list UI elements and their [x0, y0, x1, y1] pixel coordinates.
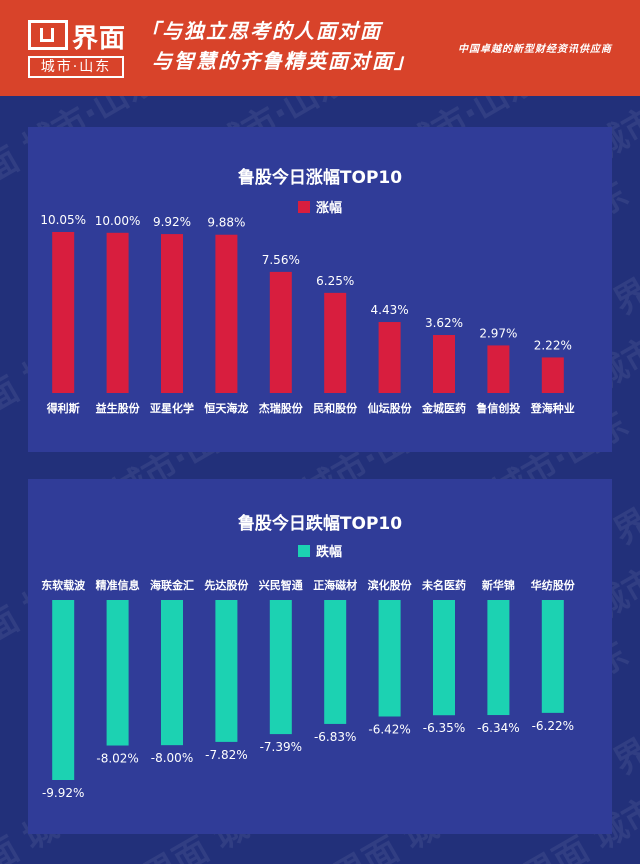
loss-category-label: 东软载波 [41, 578, 86, 592]
gain-category-label: 得利斯 [46, 401, 80, 415]
loss-category-label: 海联金汇 [150, 578, 194, 592]
loss-value-label: -6.35% [423, 721, 465, 735]
logo-text: 界面 [72, 24, 127, 54]
gain-bar [161, 234, 183, 393]
slogan-line-1: 「与独立思考的人面对面 [140, 19, 382, 43]
loss-value-label: -6.83% [314, 730, 356, 744]
gain-value-label: 9.92% [153, 215, 191, 229]
loss-value-label: -9.92% [42, 786, 84, 800]
losers-legend: 跌幅 [28, 541, 612, 560]
gainers-chart-title: 鲁股今日涨幅TOP10 [237, 168, 403, 188]
gain-category-label: 益生股份 [96, 401, 141, 415]
loss-value-label: -7.82% [205, 748, 247, 762]
gain-bar [378, 322, 401, 393]
gain-bar [106, 232, 129, 393]
loss-value-label: -6.22% [532, 719, 574, 733]
gain-category-label: 金城医药 [421, 401, 466, 415]
losers-chart-panel: 鲁股今日跌幅TOP10 跌幅 -9.92% 东软载波 -8.02% 精准信息 -8.00… [28, 479, 612, 834]
jiemian-logo: 界面 城市·山东 [28, 20, 128, 78]
gain-value-label: 6.25% [316, 274, 354, 288]
header-banner: 界面 城市·山东 「与独立思考的人面对面 与智慧的齐鲁精英面对面」 中国卓越的新… [0, 0, 640, 96]
loss-category-label: 精准信息 [96, 578, 140, 592]
gain-category-label: 登海种业 [530, 401, 575, 415]
gain-value-label: 2.97% [479, 326, 517, 340]
losers-bar-chart: -9.92% 东软载波 -8.02% 精准信息 -8.00% 海联金汇 -7.82% 先达股份… [41, 578, 576, 800]
gain-category-label: 亚星化学 [150, 401, 194, 415]
loss-category-label: 兴民智通 [259, 578, 303, 592]
loss-value-label: -6.42% [368, 722, 410, 736]
gain-category-label: 恒天海龙 [204, 401, 248, 415]
gain-category-label: 仙坛股份 [368, 401, 413, 415]
gainers-legend-label: 涨幅 [315, 201, 342, 216]
gain-bar [269, 271, 292, 393]
loss-bar [433, 600, 455, 716]
losers-chart-title: 鲁股今日跌幅TOP10 [237, 514, 403, 534]
gain-category-label: 鲁信创投 [476, 401, 520, 415]
loss-category-label: 新华锦 [482, 578, 515, 592]
loss-category-label: 未名医药 [421, 578, 466, 592]
loss-bar [487, 600, 510, 716]
gain-value-label: 3.62% [425, 316, 463, 330]
gain-value-label: 10.05% [40, 213, 86, 227]
loss-value-label: -8.02% [96, 752, 138, 766]
slogan-line-2: 与智慧的齐鲁精英面对面」 [152, 49, 416, 73]
loss-category-label: 正海磁材 [313, 578, 357, 592]
loss-bar [541, 600, 564, 713]
gain-category-label: 民和股份 [313, 401, 358, 415]
gain-value-label: 9.88% [207, 216, 245, 230]
gain-bar [52, 232, 75, 393]
gain-bar [324, 292, 347, 393]
loss-bar [269, 600, 292, 735]
gain-value-label: 7.56% [262, 253, 300, 267]
gainers-legend: 涨幅 [28, 197, 612, 216]
loss-bar [215, 600, 238, 742]
loss-category-label: 华纺股份 [531, 578, 576, 592]
loss-value-label: -6.34% [477, 721, 519, 735]
losers-legend-swatch [297, 545, 310, 557]
losers-legend-label: 跌幅 [315, 545, 342, 560]
gainers-legend-swatch [297, 201, 310, 213]
loss-value-label: -7.39% [260, 740, 302, 754]
loss-bar [106, 600, 129, 746]
logo-mark-icon [28, 20, 68, 50]
gain-bar [433, 335, 455, 393]
loss-value-label: -8.00% [151, 751, 193, 765]
gain-bar [487, 345, 510, 393]
loss-bar [324, 600, 347, 724]
loss-category-label: 滨化股份 [368, 578, 413, 592]
tagline: 中国卓越的新型财经资讯供应商 [458, 44, 612, 55]
loss-bar [378, 600, 401, 717]
gain-value-label: 2.22% [534, 338, 572, 352]
gain-bar [215, 234, 238, 393]
gainers-chart-panel: 鲁股今日涨幅TOP10 涨幅 10.05% 得利斯 10.00% 益生股份 9.92% 亚… [28, 127, 612, 452]
logo-subtitle: 城市·山东 [28, 56, 124, 78]
gain-bar [541, 357, 564, 393]
slogan: 「与独立思考的人面对面 与智慧的齐鲁精英面对面」 [140, 16, 416, 76]
loss-bar [52, 600, 75, 780]
gain-value-label: 4.43% [371, 303, 409, 317]
gain-value-label: 10.00% [95, 214, 141, 228]
gainers-bar-chart: 10.05% 得利斯 10.00% 益生股份 9.92% 亚星化学 9.88% 恒天海龙 7.5… [40, 213, 575, 415]
loss-bar [161, 600, 183, 746]
gain-category-label: 杰瑞股份 [259, 401, 304, 415]
loss-category-label: 先达股份 [204, 578, 249, 592]
